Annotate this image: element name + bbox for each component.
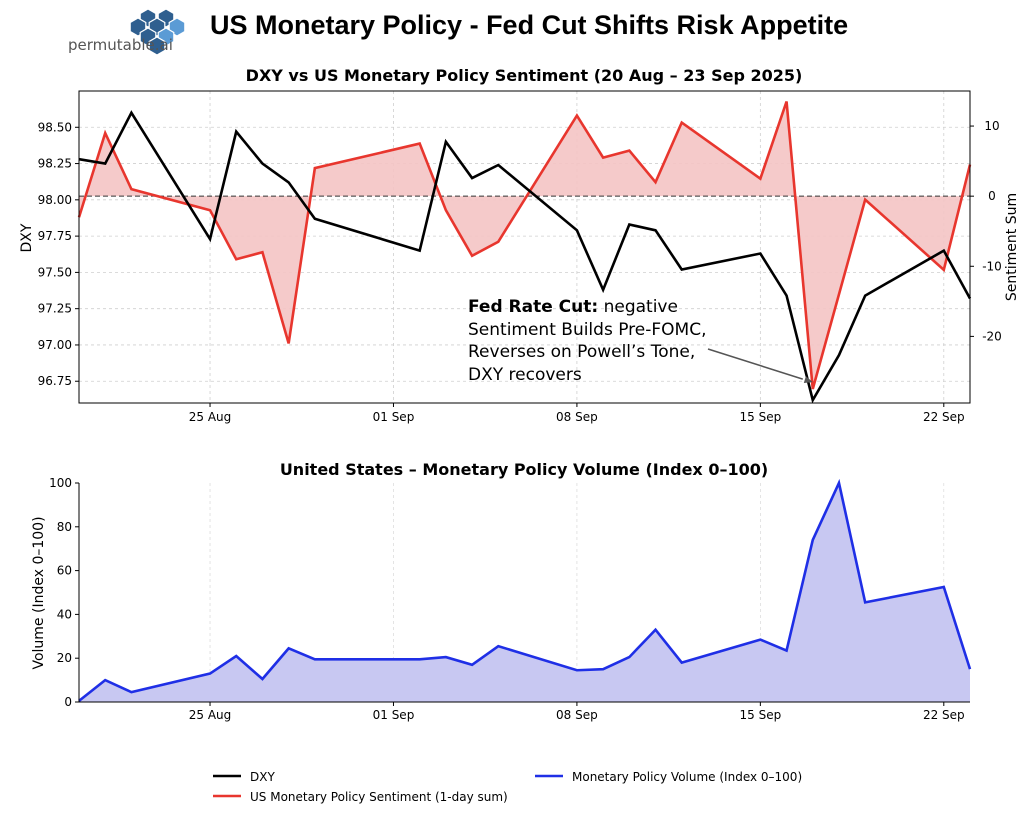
bottom-xtick-label-4: 22 Sep — [923, 708, 965, 722]
permutable-logo: permutable.ai — [60, 4, 190, 62]
top-plot-frame — [78, 90, 971, 404]
top-ytick-left-label-4: 97.75 — [38, 229, 72, 243]
top-y-axis-left: 96.75 97.00 97.25 97.50 97.75 98.00 98.25 98.50 — [38, 120, 79, 388]
dxy-axis-label: DXY — [19, 223, 35, 252]
bottom-xtick-label-3: 15 Sep — [740, 708, 782, 722]
sentiment-axis-label: Sentiment Sum — [1004, 193, 1020, 301]
top-xtick-label-0: 25 Aug — [189, 410, 232, 424]
logo-text: permutable.ai — [68, 36, 173, 54]
volume-fill-area — [79, 483, 970, 702]
top-ytick-right-label-1: -10 — [982, 259, 1002, 273]
top-ytick-right-label-3: 10 — [984, 119, 999, 133]
top-ytick-left-label-5: 98.00 — [38, 193, 72, 207]
bottom-chart-title: United States – Monetary Policy Volume (… — [280, 460, 768, 479]
legend-dxy-label: DXY — [250, 770, 275, 784]
sentiment-fill-area — [79, 101, 970, 389]
bottom-ytick-label-0: 0 — [64, 695, 72, 709]
top-ytick-left-label-6: 98.25 — [38, 157, 72, 171]
annotation-line4: DXY recovers — [468, 365, 582, 385]
bottom-xtick-label-1: 01 Sep — [373, 708, 415, 722]
top-y-axis-right: -20 -10 0 10 — [970, 119, 1002, 343]
annotation-line3: Reverses on Powell’s Tone, — [468, 342, 695, 362]
svg-text:Fed Rate Cut: negative: Fed Rate Cut: negative — [468, 297, 678, 317]
top-ytick-left-label-3: 97.50 — [38, 265, 72, 279]
page-title: US Monetary Policy - Fed Cut Shifts Risk… — [210, 10, 849, 40]
annotation-bold: Fed Rate Cut: — [468, 297, 598, 317]
top-xtick-label-4: 22 Sep — [923, 410, 965, 424]
bottom-ytick-label-4: 80 — [57, 520, 72, 534]
logo-hex-7 — [148, 36, 166, 56]
legend-volume-label: Monetary Policy Volume (Index 0–100) — [572, 770, 802, 784]
top-xtick-label-3: 15 Sep — [740, 410, 782, 424]
top-chart-title: DXY vs US Monetary Policy Sentiment (20 … — [246, 66, 803, 85]
volume-axis-label: Volume (Index 0–100) — [31, 516, 47, 669]
volume-line — [78, 478, 972, 702]
annotation-line1: negative — [598, 297, 678, 317]
fed-rate-cut-annotation: Fed Rate Cut: negative Sentiment Builds … — [468, 297, 813, 385]
top-ytick-right-label-2: 0 — [988, 189, 996, 203]
bottom-ytick-label-1: 20 — [57, 651, 72, 665]
annotation-arrowhead-icon — [803, 376, 813, 383]
logo-hexagons-icon: permutable.ai — [68, 8, 186, 56]
top-ytick-left-label-7: 98.50 — [38, 120, 72, 134]
bottom-axes — [78, 483, 970, 703]
legend: DXY US Monetary Policy Sentiment (1-day … — [213, 770, 802, 804]
top-xtick-label-1: 01 Sep — [373, 410, 415, 424]
top-ytick-right-label-0: -20 — [982, 329, 1002, 343]
top-chart: DXY vs US Monetary Policy Sentiment (20 … — [19, 66, 1020, 424]
bottom-x-axis: 25 Aug 01 Sep 08 Sep 15 Sep 22 Sep — [189, 702, 965, 722]
annotation-arrow — [707, 348, 803, 380]
top-xtick-label-2: 08 Sep — [556, 410, 598, 424]
annotation-line2: Sentiment Builds Pre-FOMC, — [468, 320, 706, 340]
bottom-ytick-label-3: 60 — [57, 564, 72, 578]
top-ytick-left-label-1: 97.00 — [38, 338, 72, 352]
dxy-line — [78, 110, 972, 404]
sentiment-fill — [79, 101, 970, 389]
bottom-chart: United States – Monetary Policy Volume (… — [31, 460, 972, 722]
bottom-ytick-label-5: 100 — [49, 476, 72, 490]
bottom-ytick-label-2: 40 — [57, 607, 72, 621]
volume-area — [79, 483, 970, 702]
bottom-xtick-label-2: 08 Sep — [556, 708, 598, 722]
legend-sentiment-label: US Monetary Policy Sentiment (1-day sum) — [250, 790, 508, 804]
top-x-axis: 25 Aug 01 Sep 08 Sep 15 Sep 22 Sep — [189, 403, 965, 424]
top-ytick-left-label-0: 96.75 — [38, 374, 72, 388]
bottom-xtick-label-0: 25 Aug — [189, 708, 232, 722]
bottom-y-axis: 0 20 40 60 80 100 — [49, 476, 79, 709]
sentiment-series — [77, 101, 972, 390]
top-ytick-left-label-2: 97.25 — [38, 302, 72, 316]
volume-series — [78, 478, 972, 702]
